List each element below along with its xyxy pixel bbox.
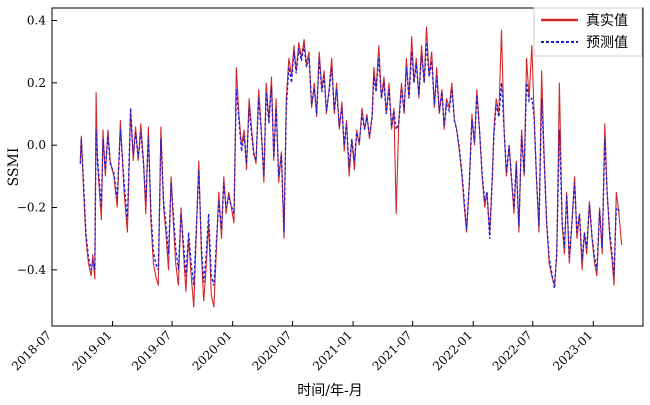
y-axis-label: SSMI [6, 148, 22, 187]
legend: 真实值 预测值 [533, 7, 643, 57]
y-axis: 0.4 0.2 0.0 −0.2 −0.4 [17, 13, 57, 277]
x-tick-label: 2019-07 [129, 328, 174, 373]
x-axis: 2018-07 2019-01 2019-07 2020-01 2020-07 2021-… [9, 321, 595, 373]
x-tick-label: 2020-07 [250, 328, 295, 373]
y-tick-label: 0.4 [27, 13, 46, 27]
series-line-1 [79, 42, 622, 289]
legend-label-series-1: 预测值 [586, 35, 628, 51]
legend-box [533, 7, 643, 57]
x-tick-label: 2021-07 [370, 328, 415, 373]
y-tick-label: −0.4 [17, 263, 47, 277]
series-line-0 [79, 26, 623, 308]
x-tick-label: 2019-01 [70, 328, 115, 373]
y-tick-label: −0.2 [17, 201, 46, 215]
x-tick-label: 2018-07 [9, 328, 54, 373]
y-tick-label: 0.2 [27, 76, 46, 90]
legend-label-series-0: 真实值 [586, 13, 628, 29]
plot-lines [79, 26, 623, 308]
plot-area-frame [51, 7, 644, 327]
x-tick-label: 2022-07 [490, 328, 535, 373]
x-tick-label: 2022-01 [430, 328, 475, 373]
x-tick-label: 2023-01 [550, 328, 595, 373]
x-tick-label: 2021-01 [310, 328, 355, 373]
y-tick-label: 0.0 [27, 138, 46, 152]
x-tick-label: 2020-01 [190, 328, 235, 373]
x-axis-label: 时间/年-月 [297, 383, 362, 399]
